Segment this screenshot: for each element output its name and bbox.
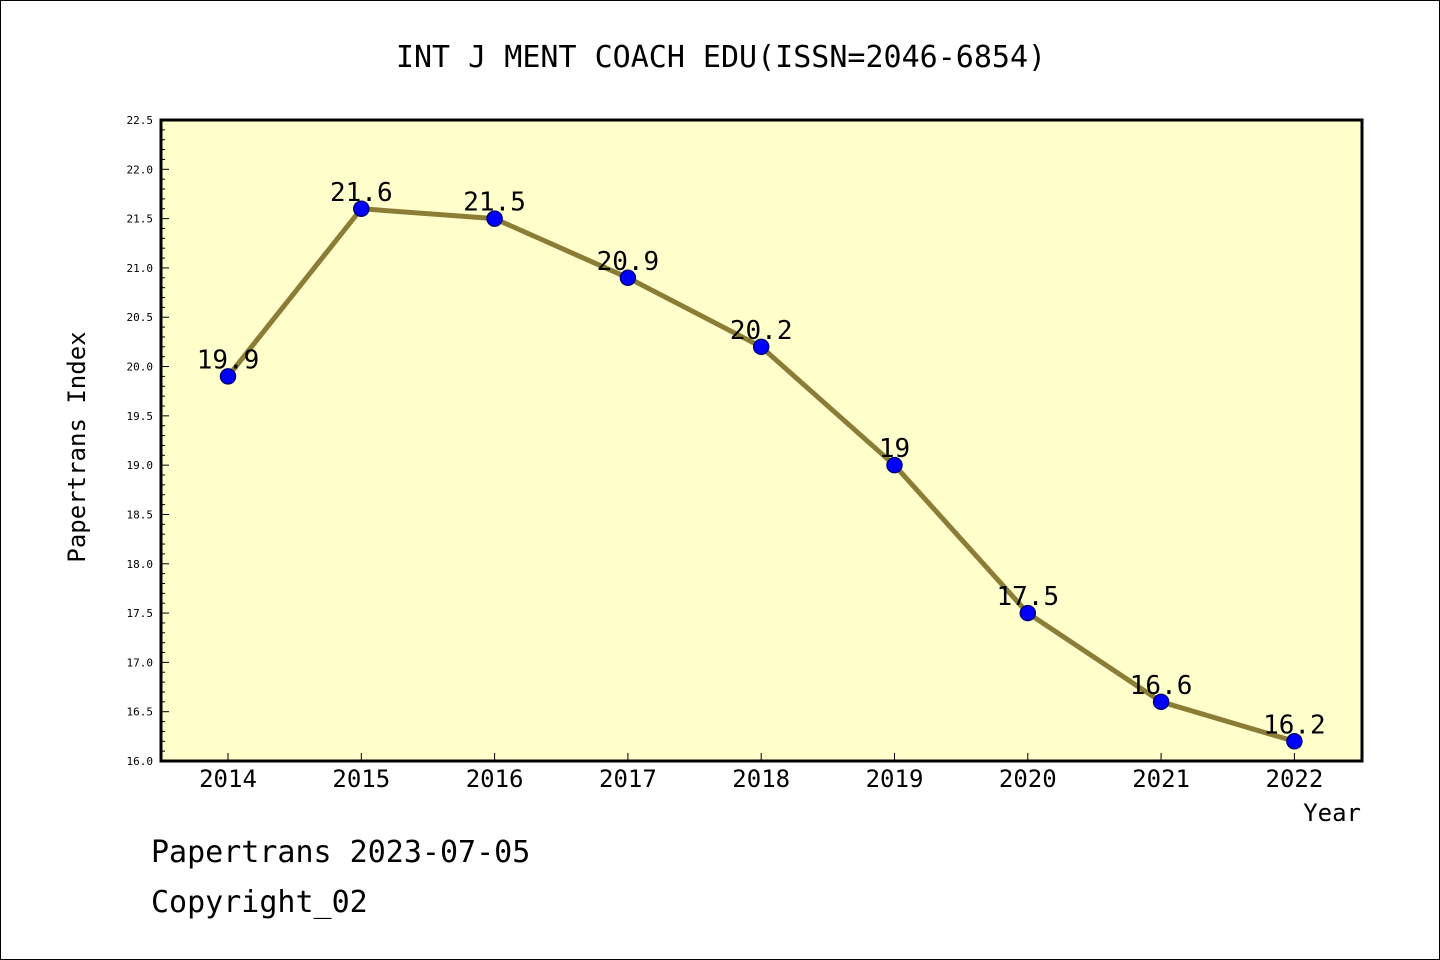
x-tick-label: 2018	[732, 765, 790, 793]
footer-copyright: Copyright_02	[151, 885, 368, 920]
y-tick-label: 20.5	[127, 311, 154, 324]
x-tick-label: 2015	[332, 765, 390, 793]
y-tick-label: 18.5	[127, 508, 154, 521]
y-tick-label: 22.0	[127, 163, 154, 176]
y-tick-label: 21.0	[127, 262, 154, 275]
data-point	[486, 210, 503, 227]
chart-title: INT J MENT COACH EDU(ISSN=2046-6854)	[396, 40, 1046, 75]
data-point	[1019, 604, 1037, 622]
data-point	[219, 368, 237, 385]
data-label: 20.2	[730, 316, 793, 346]
data-label: 16.6	[1130, 671, 1193, 701]
plot-area	[159, 118, 1364, 763]
data-label: 21.5	[463, 188, 526, 218]
data-label: 20.9	[597, 247, 660, 277]
data-point	[1286, 733, 1303, 750]
y-tick-label: 19.5	[127, 410, 154, 423]
x-tick-label: 2019	[866, 765, 924, 793]
y-tick-label: 16.0	[127, 755, 154, 768]
data-labels: 19.9 21.6 21.5 20.9 20.2 19 17.5 16.6 16.2	[197, 178, 1326, 741]
y-tick-label: 20.0	[127, 361, 154, 374]
x-tick-label: 2017	[599, 765, 657, 793]
x-tick-label: 2014	[199, 765, 257, 793]
y-tick-label: 18.0	[127, 558, 154, 571]
data-point	[353, 200, 370, 218]
data-label: 19.9	[197, 345, 260, 375]
x-axis-label: Year	[1303, 799, 1361, 827]
y-tick-label: 22.5	[127, 114, 154, 127]
footer-date: Papertrans 2023-07-05	[151, 835, 531, 870]
data-label: 16.2	[1263, 710, 1326, 740]
x-tick-label: 2021	[1132, 765, 1190, 793]
data-point	[1152, 693, 1170, 711]
x-tick-label: 2020	[999, 765, 1057, 793]
data-label: 21.6	[330, 178, 393, 208]
data-point	[752, 338, 770, 356]
y-axis: 16.0 16.5 17.0 17.5 18.0 18.5 19.0 19.5 20.0 20.5…	[127, 114, 169, 768]
x-tick-label: 2022	[1266, 765, 1324, 793]
x-tick-label: 2016	[466, 765, 524, 793]
data-label: 17.5	[996, 582, 1059, 612]
data-point	[619, 269, 637, 287]
series-markers	[219, 200, 1303, 750]
y-tick-label: 21.5	[127, 213, 154, 226]
x-axis: 2014 2015 2016 2017 2018 2019 2020 2021 2022	[199, 753, 1323, 793]
data-label: 19	[879, 434, 910, 464]
y-axis-label: Papertrans Index	[63, 331, 91, 562]
y-tick-label: 16.5	[127, 706, 154, 719]
y-tick-label: 19.0	[127, 459, 154, 472]
y-tick-label: 17.5	[127, 607, 154, 620]
y-tick-label: 17.0	[127, 656, 154, 669]
data-point	[886, 456, 903, 474]
